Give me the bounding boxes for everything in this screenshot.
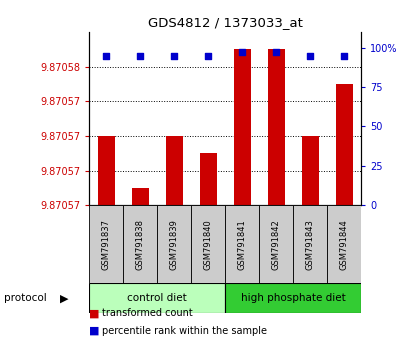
- Text: high phosphate diet: high phosphate diet: [241, 293, 345, 303]
- Point: [205, 53, 212, 58]
- Text: control diet: control diet: [127, 293, 187, 303]
- Text: ■: ■: [89, 308, 100, 318]
- Text: percentile rank within the sample: percentile rank within the sample: [102, 326, 267, 336]
- Text: GSM791840: GSM791840: [204, 219, 212, 270]
- Bar: [123, 205, 157, 283]
- Point: [307, 53, 313, 58]
- Bar: [327, 205, 361, 283]
- Bar: [98, 136, 115, 205]
- Text: ■: ■: [89, 326, 100, 336]
- Bar: [89, 205, 123, 283]
- Point: [103, 53, 110, 58]
- Bar: [259, 205, 293, 283]
- Text: ▶: ▶: [60, 293, 68, 303]
- Bar: [336, 84, 353, 205]
- Text: GSM791842: GSM791842: [271, 219, 281, 270]
- Bar: [132, 188, 149, 205]
- Point: [171, 53, 178, 58]
- Title: GDS4812 / 1373033_at: GDS4812 / 1373033_at: [148, 16, 303, 29]
- Text: GSM791839: GSM791839: [170, 219, 179, 270]
- Point: [137, 53, 144, 58]
- Bar: [225, 283, 361, 313]
- Text: GSM791843: GSM791843: [305, 219, 315, 270]
- Bar: [157, 205, 191, 283]
- Text: protocol: protocol: [4, 293, 47, 303]
- Bar: [302, 136, 319, 205]
- Text: GSM791844: GSM791844: [339, 219, 349, 270]
- Text: transformed count: transformed count: [102, 308, 193, 318]
- Point: [341, 53, 347, 58]
- Bar: [191, 205, 225, 283]
- Bar: [293, 205, 327, 283]
- Bar: [225, 205, 259, 283]
- Bar: [234, 49, 251, 205]
- Bar: [268, 49, 285, 205]
- Point: [273, 50, 279, 55]
- Text: GSM791837: GSM791837: [102, 219, 111, 270]
- Bar: [89, 283, 225, 313]
- Text: GSM791838: GSM791838: [136, 219, 145, 270]
- Text: GSM791841: GSM791841: [238, 219, 247, 270]
- Bar: [200, 153, 217, 205]
- Bar: [166, 136, 183, 205]
- Point: [239, 50, 245, 55]
